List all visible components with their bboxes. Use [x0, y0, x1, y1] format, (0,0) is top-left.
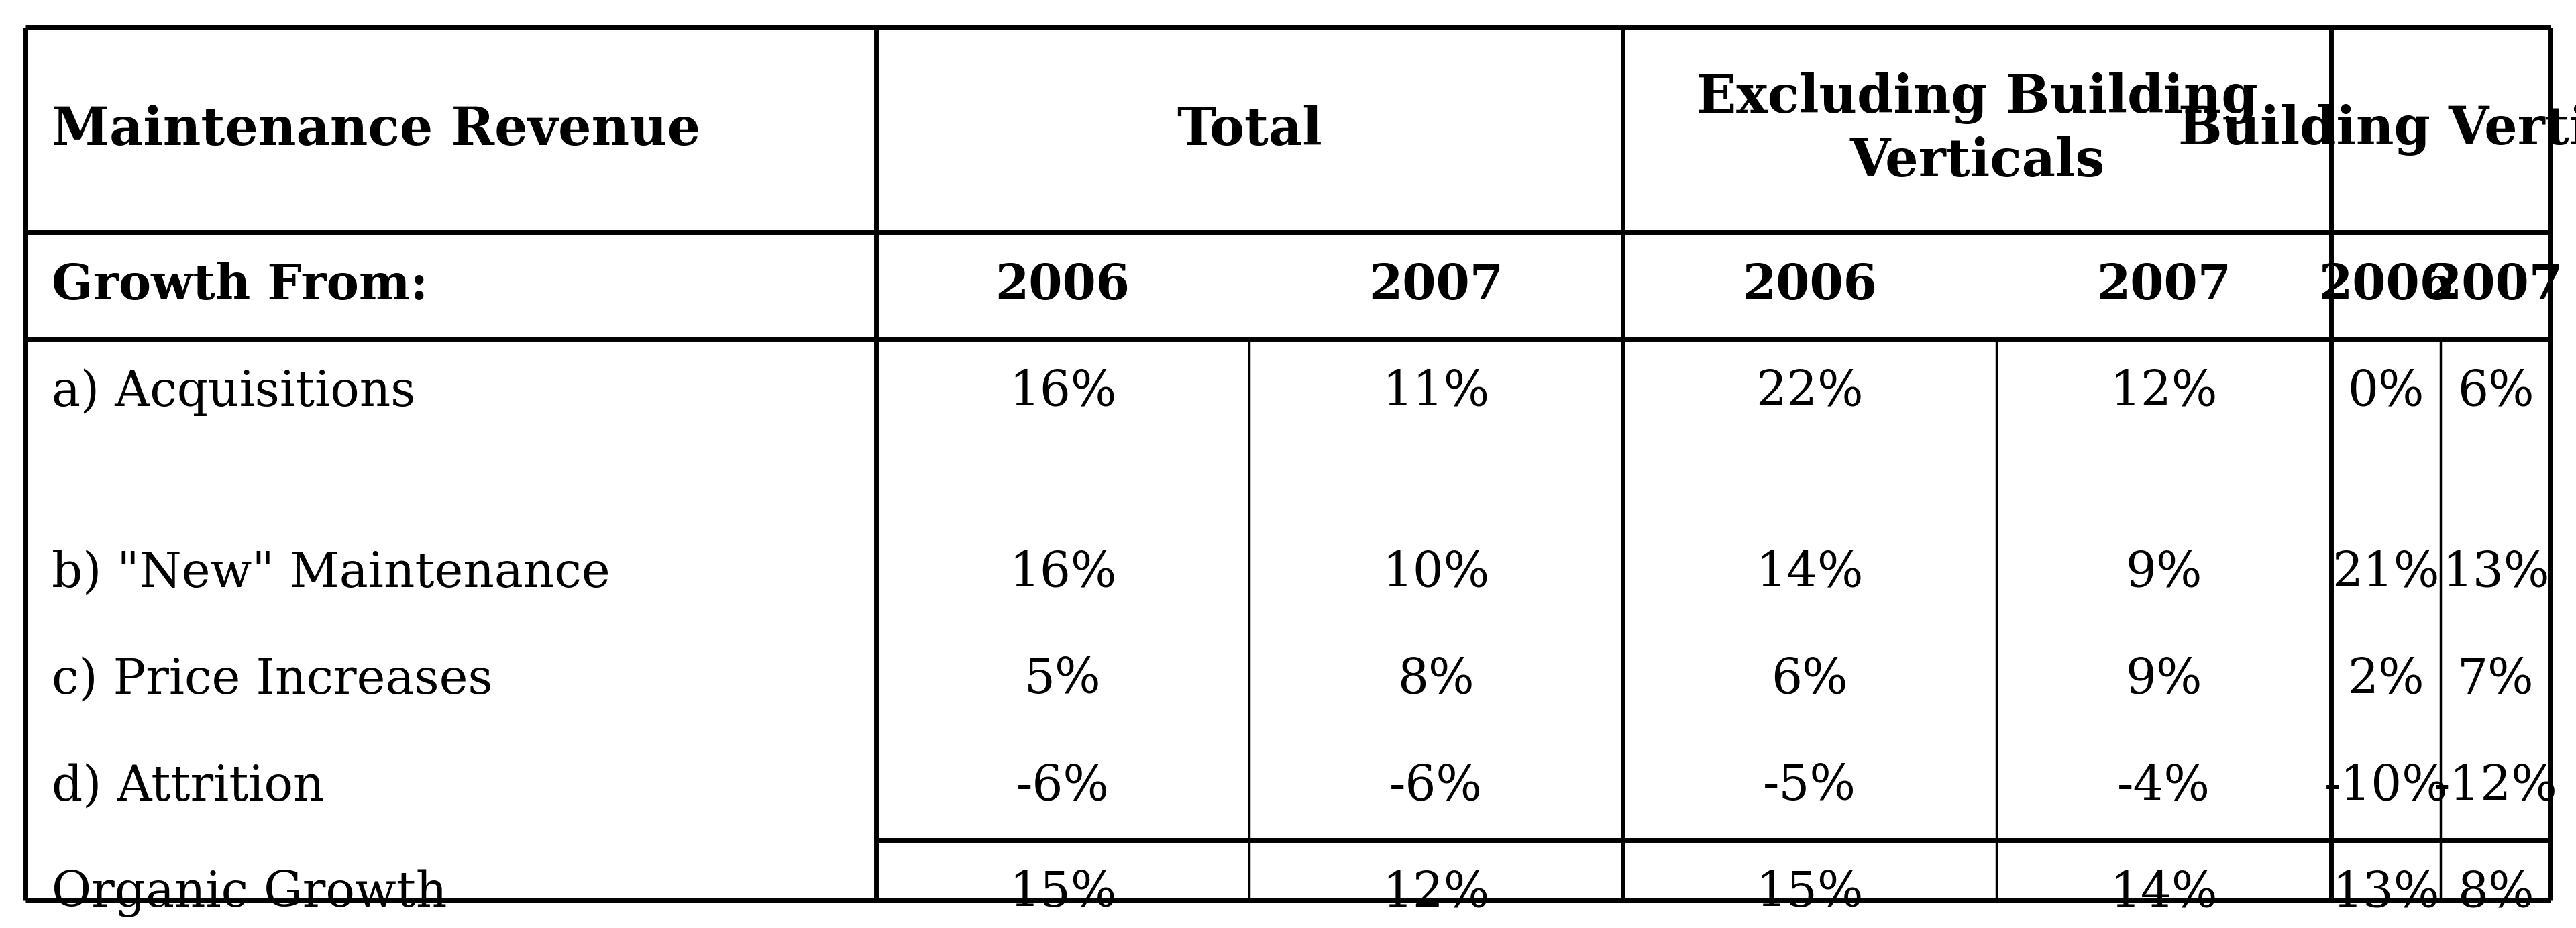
Text: 2007: 2007: [1368, 262, 1504, 309]
Text: -6%: -6%: [1388, 763, 1484, 810]
Text: Excluding Building
Verticals: Excluding Building Verticals: [1698, 72, 2257, 187]
Text: d) Attrition: d) Attrition: [52, 763, 325, 810]
Text: -12%: -12%: [2434, 763, 2558, 810]
Text: Maintenance Revenue: Maintenance Revenue: [52, 105, 701, 155]
Text: 15%: 15%: [1757, 870, 1862, 917]
Text: 2007: 2007: [2097, 262, 2231, 309]
Text: 8%: 8%: [2458, 870, 2535, 917]
Text: 14%: 14%: [2110, 870, 2218, 917]
Text: 6%: 6%: [1772, 656, 1847, 703]
Text: -6%: -6%: [1015, 763, 1110, 810]
Text: 0%: 0%: [2347, 368, 2424, 416]
Text: Building Verticals: Building Verticals: [2177, 104, 2576, 156]
Text: 9%: 9%: [2125, 656, 2202, 703]
Text: 22%: 22%: [1757, 368, 1862, 416]
Text: 11%: 11%: [1383, 368, 1489, 416]
Text: 16%: 16%: [1010, 549, 1115, 597]
Text: 21%: 21%: [2331, 549, 2439, 597]
Text: 6%: 6%: [2458, 368, 2535, 416]
Text: 16%: 16%: [1010, 368, 1115, 416]
Text: 10%: 10%: [1383, 549, 1489, 597]
Text: 2%: 2%: [2347, 656, 2424, 703]
Text: b) "New" Maintenance: b) "New" Maintenance: [52, 549, 611, 597]
Text: 12%: 12%: [2110, 368, 2218, 416]
Text: 5%: 5%: [1025, 656, 1100, 703]
Text: -4%: -4%: [2117, 763, 2210, 810]
Text: 8%: 8%: [1399, 656, 1473, 703]
Text: Growth From:: Growth From:: [52, 262, 428, 309]
Text: Organic Growth: Organic Growth: [52, 870, 446, 917]
Text: 13%: 13%: [2331, 870, 2439, 917]
Text: 2006: 2006: [1741, 262, 1878, 309]
Text: 2006: 2006: [994, 262, 1131, 309]
Text: 7%: 7%: [2458, 656, 2535, 703]
Text: c) Price Increases: c) Price Increases: [52, 656, 492, 703]
Text: 2006: 2006: [2318, 262, 2452, 309]
Text: 9%: 9%: [2125, 549, 2202, 597]
Text: 14%: 14%: [1757, 549, 1862, 597]
Text: 2007: 2007: [2429, 262, 2563, 309]
Text: 13%: 13%: [2442, 549, 2550, 597]
Text: Total: Total: [1177, 105, 1321, 155]
Text: 15%: 15%: [1010, 870, 1115, 917]
Text: a) Acquisitions: a) Acquisitions: [52, 368, 415, 416]
Text: -5%: -5%: [1762, 763, 1857, 810]
Text: 12%: 12%: [1383, 870, 1489, 917]
Text: -10%: -10%: [2324, 763, 2447, 810]
